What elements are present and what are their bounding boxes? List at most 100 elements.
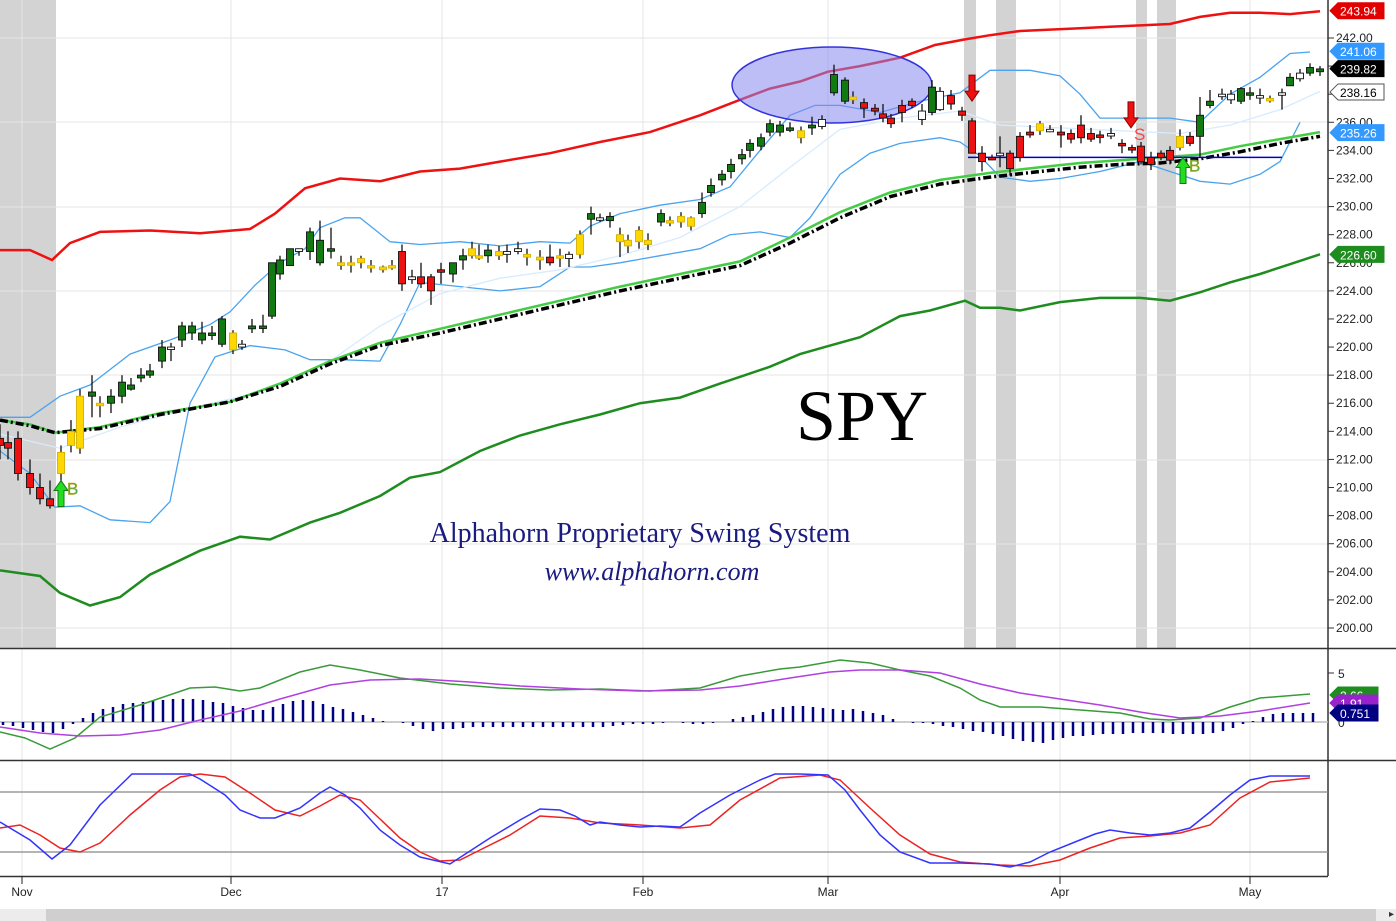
price-tag-shape bbox=[1329, 2, 1385, 20]
candle-body bbox=[1096, 134, 1104, 138]
price-tag-label: 243.94 bbox=[1340, 5, 1377, 19]
up-arrow-icon bbox=[53, 479, 69, 508]
upper-bollinger-line bbox=[0, 51, 1311, 418]
candle-body bbox=[417, 276, 425, 285]
candle-body bbox=[408, 276, 416, 281]
candle-body bbox=[556, 255, 564, 259]
candle-body bbox=[918, 110, 926, 120]
candle-body bbox=[398, 251, 406, 285]
price-tag-shape bbox=[1329, 124, 1385, 142]
candlesticks bbox=[0, 63, 1324, 509]
candle-body bbox=[776, 124, 784, 133]
price-axis: 200.00 202.00 204.00 206.00 208.00 210.00 212.… bbox=[1328, 31, 1373, 635]
candle-body bbox=[587, 213, 595, 220]
candle-body bbox=[218, 318, 226, 345]
down-arrow-icon bbox=[964, 74, 980, 103]
candle-body bbox=[879, 113, 887, 119]
price-tick-label: 200.00 bbox=[1336, 621, 1373, 635]
price-tag-label: 226.60 bbox=[1340, 248, 1377, 262]
candle-body bbox=[523, 253, 531, 258]
candle-body bbox=[786, 127, 794, 131]
macd-signal-line bbox=[0, 669, 1311, 737]
price-tick-label: 214.00 bbox=[1336, 424, 1373, 438]
candle-body bbox=[727, 163, 735, 172]
candle-body bbox=[306, 231, 314, 252]
candle-body bbox=[36, 487, 44, 500]
candle-body bbox=[1237, 88, 1245, 102]
horizontal-scrollbar[interactable]: ▸ bbox=[0, 909, 1396, 921]
price-tick-label: 216.00 bbox=[1336, 396, 1373, 410]
candle-body bbox=[449, 262, 457, 275]
macd-tag-shape bbox=[1329, 704, 1379, 722]
x-tick-label: Mar bbox=[818, 885, 839, 899]
lower-bollinger-line bbox=[0, 122, 1301, 524]
candle-body bbox=[1246, 92, 1254, 96]
candle-body bbox=[208, 332, 216, 336]
candle-body bbox=[936, 90, 944, 111]
candle-body bbox=[928, 86, 936, 113]
candle-body bbox=[107, 395, 115, 404]
price-tag-shape bbox=[1329, 245, 1385, 263]
candle-body bbox=[797, 130, 805, 139]
price-tag-label: 241.06 bbox=[1340, 45, 1377, 59]
shaded-region bbox=[0, 0, 56, 648]
price-tag: 235.26 bbox=[1329, 124, 1385, 142]
candle-body bbox=[1166, 149, 1174, 161]
candle-body bbox=[46, 498, 54, 507]
price-tick-label: 212.00 bbox=[1336, 452, 1373, 466]
price-tags: 243.94 241.06 239.82 238.16 235.26 226.60 bbox=[1329, 2, 1385, 263]
candle-body bbox=[1316, 68, 1324, 73]
price-tag: 239.82 bbox=[1329, 60, 1385, 78]
candle-body bbox=[624, 239, 632, 247]
candle-body bbox=[4, 442, 12, 449]
candle-body bbox=[1057, 131, 1065, 136]
candle-body bbox=[908, 100, 916, 106]
candle-body bbox=[188, 325, 196, 334]
candle-body bbox=[1118, 142, 1126, 147]
price-tick-label: 210.00 bbox=[1336, 481, 1373, 495]
candle-body bbox=[606, 215, 614, 222]
shaded-region bbox=[996, 0, 1016, 648]
scroll-right-arrow-icon[interactable]: ▸ bbox=[1388, 909, 1394, 920]
candle-body bbox=[118, 381, 126, 397]
candle-body bbox=[738, 154, 746, 160]
candle-body bbox=[1256, 95, 1264, 99]
candle-body bbox=[546, 256, 554, 264]
candle-body bbox=[978, 152, 986, 163]
candle-body bbox=[514, 248, 522, 252]
candle-body bbox=[503, 251, 511, 255]
candle-body bbox=[248, 325, 256, 330]
candle-body bbox=[1067, 133, 1075, 140]
candle-body bbox=[238, 343, 246, 348]
price-tick-label: 232.00 bbox=[1336, 171, 1373, 185]
price-tick-label: 220.00 bbox=[1336, 340, 1373, 354]
candle-body bbox=[1087, 133, 1095, 140]
candle-body bbox=[860, 102, 868, 109]
stochastic-k-line bbox=[0, 773, 1310, 868]
candle-body bbox=[14, 437, 22, 474]
candle-body bbox=[96, 402, 104, 407]
candle-body bbox=[887, 117, 895, 125]
price-tick-label: 228.00 bbox=[1336, 228, 1373, 242]
candle-body bbox=[295, 248, 303, 252]
candle-body bbox=[766, 123, 774, 133]
price-tag-shape bbox=[1329, 60, 1385, 78]
candle-body bbox=[1218, 93, 1226, 98]
candle-body bbox=[1026, 131, 1034, 136]
candle-body bbox=[968, 120, 976, 154]
price-tag-label: 238.16 bbox=[1340, 86, 1377, 100]
watermark-line1: Alphahorn Proprietary Swing System bbox=[430, 518, 851, 549]
candle-body bbox=[1147, 156, 1155, 165]
buy-signal: B bbox=[1175, 156, 1201, 184]
candle-body bbox=[427, 276, 435, 292]
candle-body bbox=[475, 255, 483, 259]
candle-body bbox=[536, 256, 544, 261]
candle-body bbox=[1077, 124, 1085, 139]
candle-body bbox=[1286, 76, 1294, 87]
signal-label: B bbox=[67, 480, 78, 499]
candle-body bbox=[1046, 128, 1054, 133]
scrollbar-thumb[interactable] bbox=[46, 909, 1376, 921]
candle-body bbox=[757, 137, 765, 147]
candle-body bbox=[958, 110, 966, 116]
sell-signal bbox=[964, 74, 980, 103]
